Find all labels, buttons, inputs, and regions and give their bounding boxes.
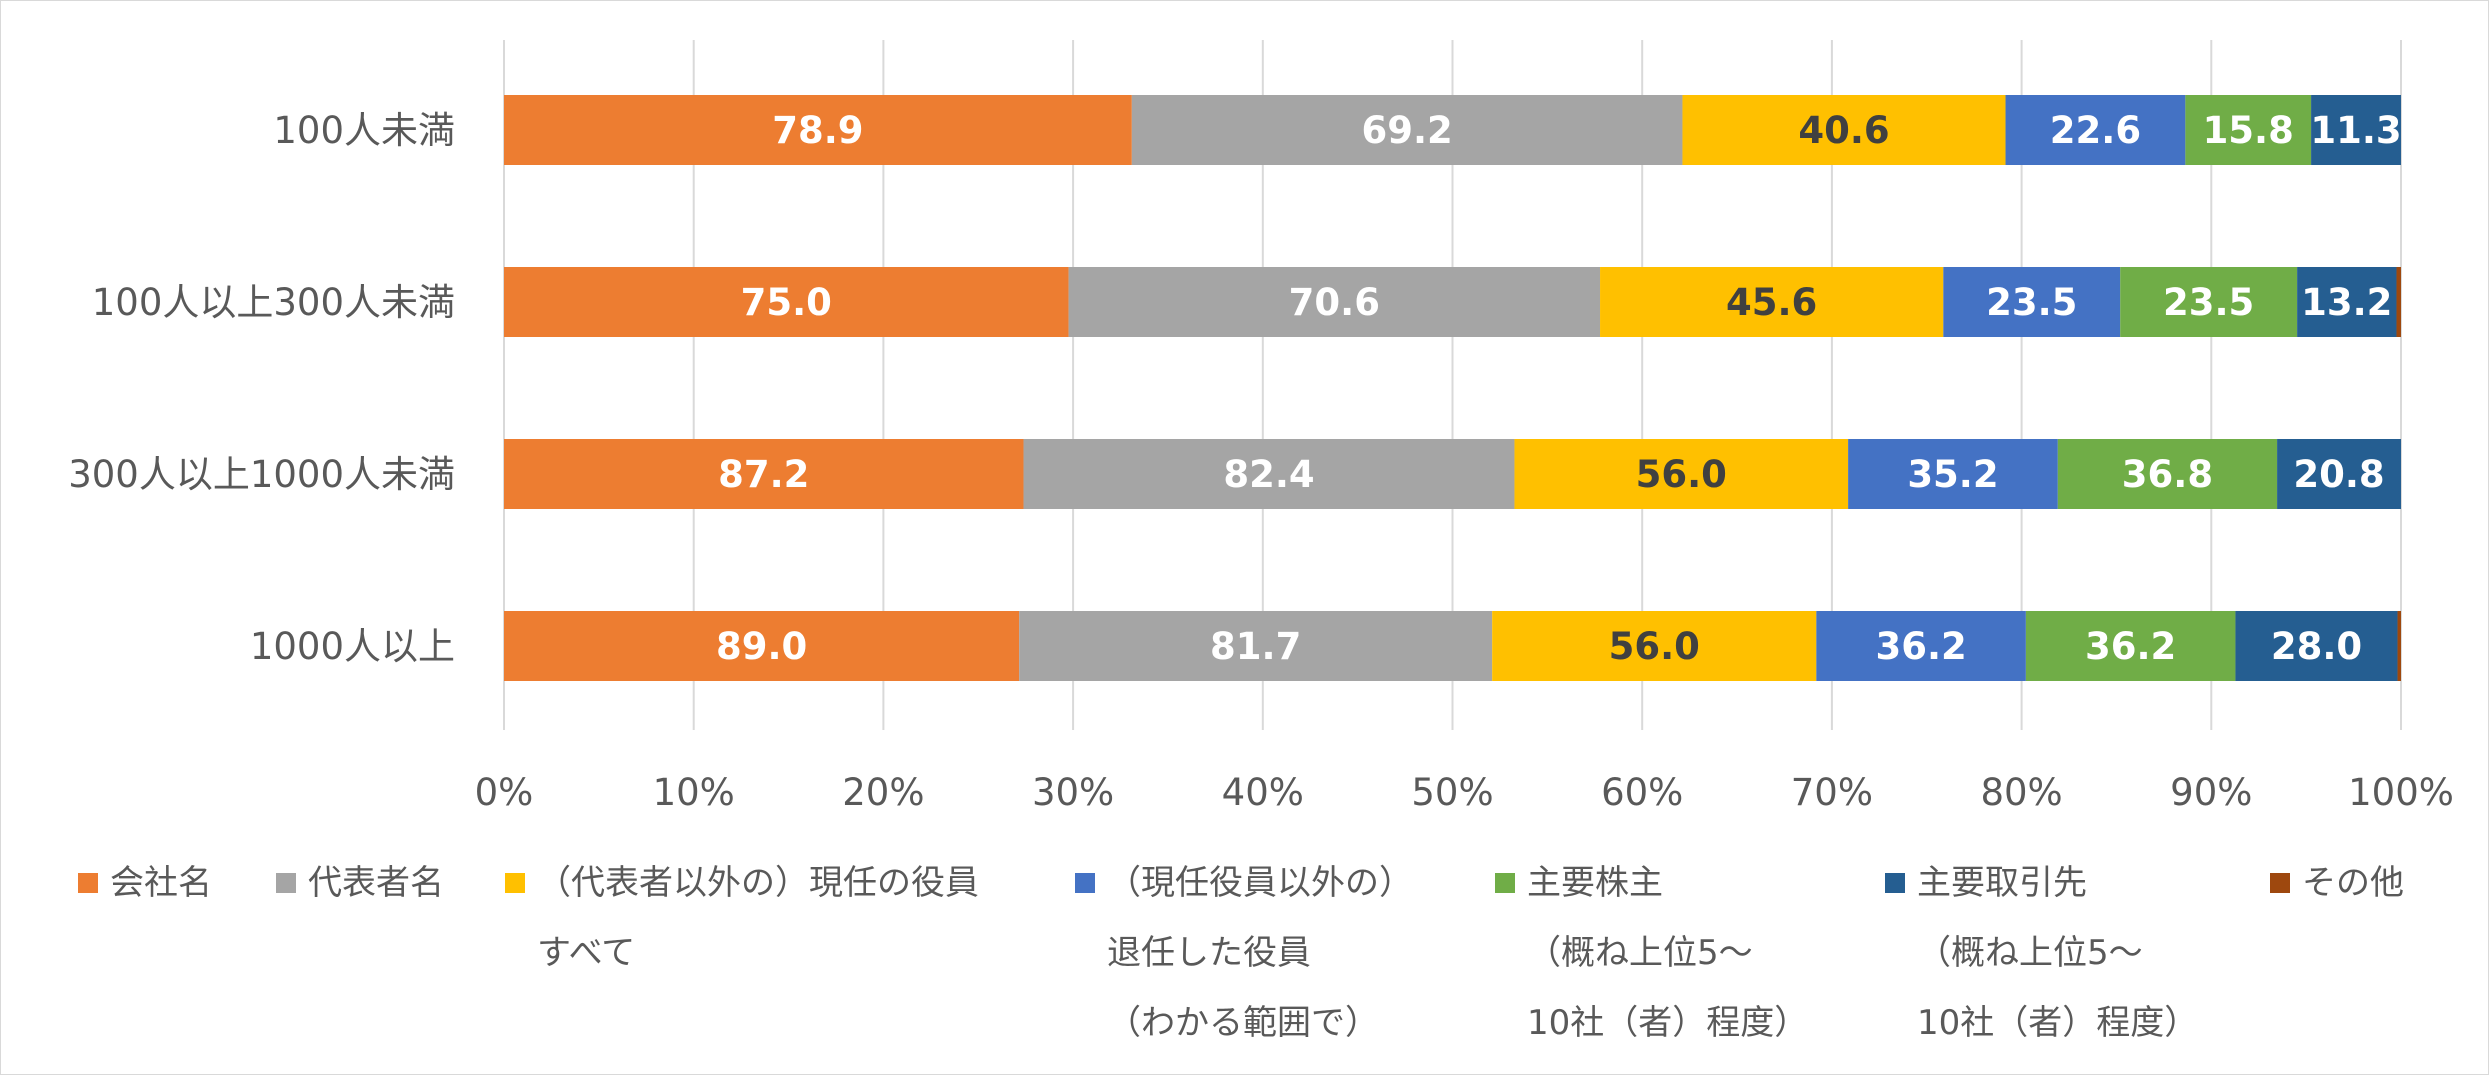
legend-swatch xyxy=(78,873,98,893)
x-axis-ticks: 0% 10% 20% 30% 40% 50% 60% 70% 80% 90% 100% xyxy=(475,771,2454,814)
bar-segment xyxy=(2025,611,2236,681)
data-label: 40.6 xyxy=(1798,109,1889,152)
data-label: 13.2 xyxy=(2301,281,2392,324)
legend-label: （概ね上位5～ xyxy=(1917,933,2143,973)
bar-segment xyxy=(2235,611,2398,681)
legend-swatch xyxy=(1495,873,1515,893)
bar-segment xyxy=(1492,611,1817,681)
x-tick-label: 30% xyxy=(1032,771,1114,814)
bar-segment xyxy=(504,439,1024,509)
bar-segment xyxy=(1943,267,2121,337)
bar-segment xyxy=(2005,95,2186,165)
bar-segment xyxy=(2120,267,2298,337)
data-label: 69.2 xyxy=(1361,109,1452,152)
legend-swatch xyxy=(276,873,296,893)
data-label: 28.0 xyxy=(2271,625,2362,668)
category-label: 300人以上1000人未満 xyxy=(68,453,455,496)
bar-segment xyxy=(1019,611,1493,681)
bar-segment xyxy=(504,267,1069,337)
legend-label: （概ね上位5～ xyxy=(1527,933,1753,973)
data-label: 23.5 xyxy=(2163,281,2254,324)
data-label: 56.0 xyxy=(1636,453,1727,496)
data-label: 56.0 xyxy=(1609,625,1700,668)
bar-segment xyxy=(2396,267,2401,337)
data-label: 82.4 xyxy=(1223,453,1314,496)
legend-label: 10社（者）程度） xyxy=(1917,1003,2198,1043)
x-tick-label: 40% xyxy=(1222,771,1304,814)
legend-label: （現任役員以外の） xyxy=(1107,863,1413,903)
category-label: 100人以上300人未満 xyxy=(92,281,455,324)
legend-label: （わかる範囲で） xyxy=(1107,1003,1379,1043)
x-tick-label: 100% xyxy=(2348,771,2454,814)
legend-label: 10社（者）程度） xyxy=(1527,1003,1808,1043)
data-label: 20.8 xyxy=(2293,453,2384,496)
data-labels: 78.9 69.2 40.6 22.6 15.8 11.3 75.0 70.6 45.6 23.5… xyxy=(716,109,2402,668)
x-tick-label: 70% xyxy=(1791,771,1873,814)
bar-segment xyxy=(1023,439,1515,509)
bar-segment xyxy=(2057,439,2278,509)
x-tick-label: 10% xyxy=(653,771,735,814)
data-label: 78.9 xyxy=(772,109,863,152)
data-label: 15.8 xyxy=(2203,109,2294,152)
bar-segment xyxy=(2311,95,2401,165)
bar-segment xyxy=(2397,611,2401,681)
bar-segment xyxy=(1600,267,1944,337)
bar-segment xyxy=(1131,95,1683,165)
legend-label: 退任した役員 xyxy=(1107,933,1311,973)
legend-swatch xyxy=(505,873,525,893)
data-label: 89.0 xyxy=(716,625,807,668)
bars xyxy=(504,95,2401,681)
legend-label: （代表者以外の）現任の役員 xyxy=(537,863,979,903)
data-label: 36.8 xyxy=(2122,453,2213,496)
bar-segment xyxy=(504,611,1020,681)
bar-segment xyxy=(1848,439,2058,509)
legend-swatch xyxy=(2270,873,2290,893)
data-label: 75.0 xyxy=(741,281,832,324)
data-label: 87.2 xyxy=(718,453,809,496)
x-tick-label: 90% xyxy=(2170,771,2252,814)
bar-segment xyxy=(1068,267,1601,337)
x-tick-label: 0% xyxy=(475,771,534,814)
data-label: 22.6 xyxy=(2050,109,2141,152)
bar-segment xyxy=(1682,95,2006,165)
data-label: 70.6 xyxy=(1289,281,1380,324)
data-label: 36.2 xyxy=(1875,625,1966,668)
legend-label: その他 xyxy=(2302,863,2404,903)
legend-swatch xyxy=(1075,873,1095,893)
bar-segment xyxy=(1514,439,1849,509)
legend-label: 主要取引先 xyxy=(1917,863,2087,903)
x-tick-label: 80% xyxy=(1980,771,2062,814)
data-label: 45.6 xyxy=(1726,281,1817,324)
legend-label: 会社名 xyxy=(110,863,212,903)
x-tick-label: 60% xyxy=(1601,771,1683,814)
data-label: 23.5 xyxy=(1986,281,2077,324)
legend-label: 代表者名 xyxy=(308,863,444,903)
legend-label: すべて xyxy=(537,933,635,973)
x-tick-label: 20% xyxy=(842,771,924,814)
category-label: 100人未満 xyxy=(273,109,455,152)
legend-label: 主要株主 xyxy=(1527,863,1663,903)
category-label: 1000人以上 xyxy=(250,625,455,668)
data-label: 81.7 xyxy=(1210,625,1301,668)
bar-segment xyxy=(504,95,1132,165)
data-label: 11.3 xyxy=(2310,109,2401,152)
data-label: 36.2 xyxy=(2085,625,2176,668)
bar-segment xyxy=(2185,95,2312,165)
data-label: 35.2 xyxy=(1907,453,1998,496)
category-labels: 100人未満 100人以上300人未満 300人以上1000人未満 1000人以上 xyxy=(68,109,455,668)
bar-segment xyxy=(1816,611,2026,681)
x-tick-label: 50% xyxy=(1411,771,1493,814)
legend-swatch xyxy=(1885,873,1905,893)
bar-segment xyxy=(2277,439,2401,509)
bar-segment xyxy=(2297,267,2397,337)
